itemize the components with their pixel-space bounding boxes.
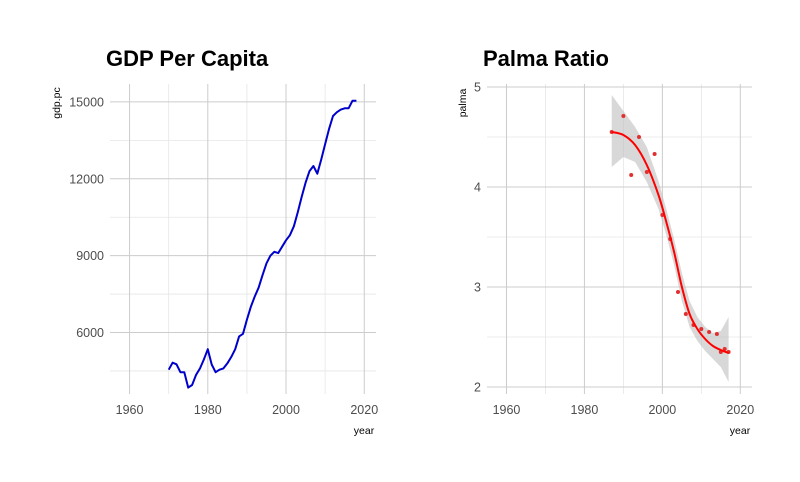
grid xyxy=(110,84,376,394)
data-point xyxy=(707,330,712,334)
data-point xyxy=(652,152,657,156)
data-point xyxy=(629,173,634,177)
palma-ratio-chart: Palma Ratio 1960 1980 2000 2020 2 3 4 5 year pa… xyxy=(457,46,754,437)
series-line xyxy=(167,99,357,389)
y-axis-label: palma xyxy=(457,89,469,118)
data-point xyxy=(676,290,680,294)
y-tick-label: 2 xyxy=(474,381,481,395)
data-point xyxy=(699,327,704,331)
y-axis-label: gdp.pc xyxy=(51,87,63,119)
y-tick-label: 5 xyxy=(474,81,481,95)
data-point xyxy=(722,347,727,351)
series-marks xyxy=(609,114,731,354)
tick-labels: 1960 1980 2000 2020 6000 9000 12000 15000 xyxy=(69,95,378,417)
x-axis-label: year xyxy=(730,425,751,437)
y-tick-label: 3 xyxy=(474,281,481,295)
data-point xyxy=(644,170,649,174)
x-tick-label: 1960 xyxy=(493,403,521,417)
y-tick-label: 6000 xyxy=(76,326,104,340)
chart-title: GDP Per Capita xyxy=(106,46,269,71)
series-marks xyxy=(167,99,357,389)
y-tick-label: 9000 xyxy=(76,249,104,263)
x-tick-label: 1980 xyxy=(571,403,599,417)
x-tick-label: 1980 xyxy=(194,403,222,417)
data-point xyxy=(637,135,641,139)
x-tick-label: 1960 xyxy=(116,403,144,417)
y-tick-label: 4 xyxy=(474,181,481,195)
x-tick-label: 2000 xyxy=(272,403,300,417)
x-axis-label: year xyxy=(354,425,375,437)
x-tick-label: 2020 xyxy=(726,403,754,417)
data-point xyxy=(683,312,688,316)
y-tick-label: 15000 xyxy=(69,95,104,109)
x-tick-label: 2000 xyxy=(648,403,676,417)
tick-labels: 1960 1980 2000 2020 2 3 4 5 xyxy=(474,81,754,418)
y-tick-label: 12000 xyxy=(69,172,104,186)
data-point xyxy=(621,114,626,118)
smooth-fit-line xyxy=(611,131,729,354)
data-point xyxy=(714,332,719,336)
gdp-per-capita-chart: GDP Per Capita 1960 1980 2000 2020600090001… xyxy=(51,46,378,437)
x-tick-label: 2020 xyxy=(350,403,378,417)
grid xyxy=(487,84,752,394)
chart-title: Palma Ratio xyxy=(483,46,609,71)
